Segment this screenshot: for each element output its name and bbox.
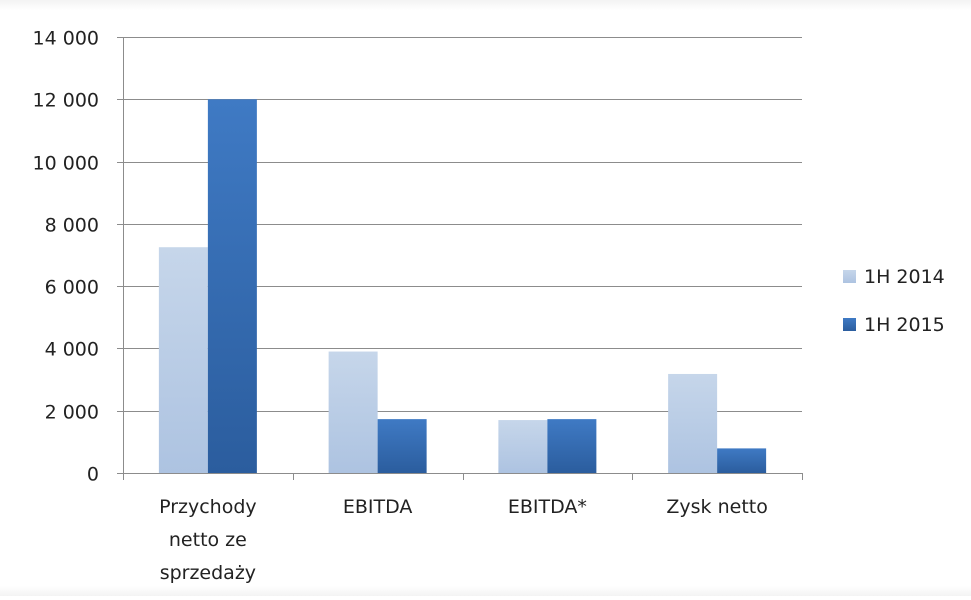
legend-swatch: [843, 270, 856, 283]
axis-labels: 0 2 000 4 000 6 000 8 000 10 000 12 000 14 000 P…: [33, 28, 768, 585]
x-category-label: netto ze: [169, 529, 247, 551]
x-category-label: Przychody: [159, 496, 257, 518]
legend-swatch: [843, 318, 856, 331]
y-tick-label: 8 000: [45, 215, 99, 237]
legend: 1H 2014 1H 2015: [843, 266, 945, 336]
x-category-label: Zysk netto: [666, 496, 767, 518]
y-tick-label: 4 000: [45, 339, 99, 361]
bar-series-2: [207, 99, 257, 474]
bar-series-1: [498, 420, 548, 473]
x-category-label: EBITDA: [343, 496, 413, 518]
bar-series-2: [547, 419, 597, 473]
bar-series-2: [717, 448, 767, 473]
x-category-label: EBITDA*: [508, 496, 587, 518]
x-category-label: sprzedaży: [160, 562, 256, 584]
y-tick-label: 2 000: [45, 402, 99, 424]
y-tick-label: 0: [87, 464, 99, 486]
legend-label: 1H 2015: [864, 314, 945, 336]
legend-label: 1H 2014: [864, 266, 945, 288]
bar-series-1: [328, 351, 378, 473]
bars: [158, 99, 767, 474]
bar-series-2: [377, 419, 427, 473]
y-tick-label: 12 000: [33, 90, 99, 112]
bar-series-1: [158, 247, 208, 473]
y-tick-label: 14 000: [33, 28, 99, 50]
y-tick-label: 10 000: [33, 153, 99, 175]
bar-series-1: [668, 373, 718, 473]
y-tick-label: 6 000: [45, 277, 99, 299]
axes: [117, 37, 803, 480]
